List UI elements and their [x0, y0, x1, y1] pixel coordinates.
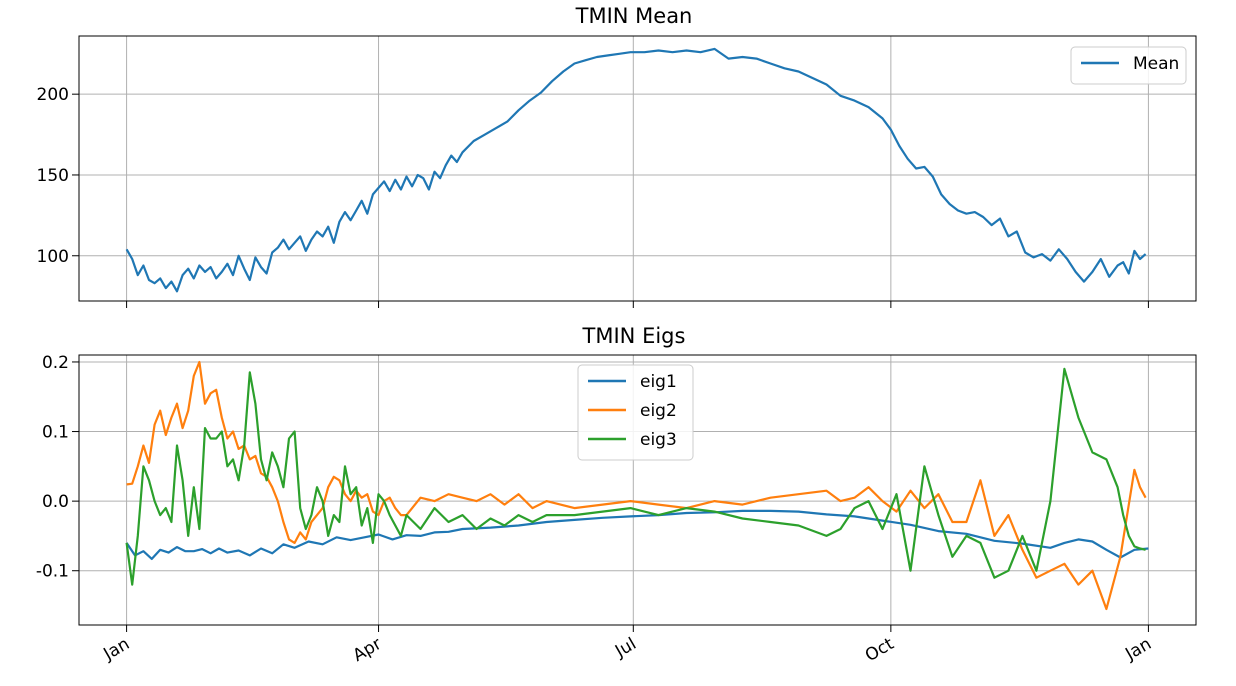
chart-title-mean: TMIN Mean [575, 4, 693, 28]
legend-eigs: eig1 eig2 eig3 [577, 364, 694, 461]
series-line-eig3 [125, 367, 1146, 586]
y-tick-label: 150 [37, 166, 69, 186]
plot-frame-eigs [78, 354, 1197, 626]
y-tick-label: 0.2 [42, 353, 69, 373]
x-tick-label: Oct [862, 634, 898, 666]
legend-label-Mean: Mean [1133, 54, 1179, 74]
series-group-eigs [125, 360, 1149, 611]
y-tick-label: 0.1 [42, 423, 69, 443]
gridlines-mean [79, 36, 1196, 301]
y-tick-label: 0.0 [42, 492, 69, 512]
xticks-mean [126, 301, 1149, 308]
series-group-mean [125, 47, 1147, 293]
chart-title-eigs: TMIN Eigs [582, 324, 686, 348]
yticks-eigs: -0.1 0.0 0.1 0.2 [36, 353, 79, 582]
x-tick-label: Jan [100, 634, 134, 665]
y-tick-label: -0.1 [36, 562, 69, 582]
legend-box [1070, 46, 1187, 85]
legend-label-eig2: eig2 [640, 401, 677, 421]
legend-label-eig1: eig1 [640, 372, 677, 392]
plot-frame-mean [78, 35, 1197, 302]
yticks-mean: 100 150 200 [37, 85, 79, 267]
series-line-Mean [125, 47, 1147, 293]
x-tick-label: Apr [350, 634, 385, 666]
y-tick-label: 200 [37, 85, 69, 105]
y-tick-label: 100 [37, 247, 69, 267]
legend-box [577, 364, 694, 461]
x-tick-label: Jan [1121, 634, 1155, 665]
legend-mean: Mean [1070, 46, 1187, 85]
series-line-eig2 [126, 360, 1147, 611]
x-tick-label: Jul [611, 634, 640, 662]
legend-label-eig3: eig3 [640, 430, 677, 450]
xticks-eigs: Jan Apr Jul Oct Jan [100, 625, 1155, 666]
panel-eigs: TMIN Eigs -0.1 0.0 0.1 0.2 Jan Apr Jul Oct Jan … [36, 324, 1197, 666]
series-line-eig1 [125, 509, 1149, 561]
panel-mean: TMIN Mean 100 150 200 Mean [37, 4, 1197, 308]
